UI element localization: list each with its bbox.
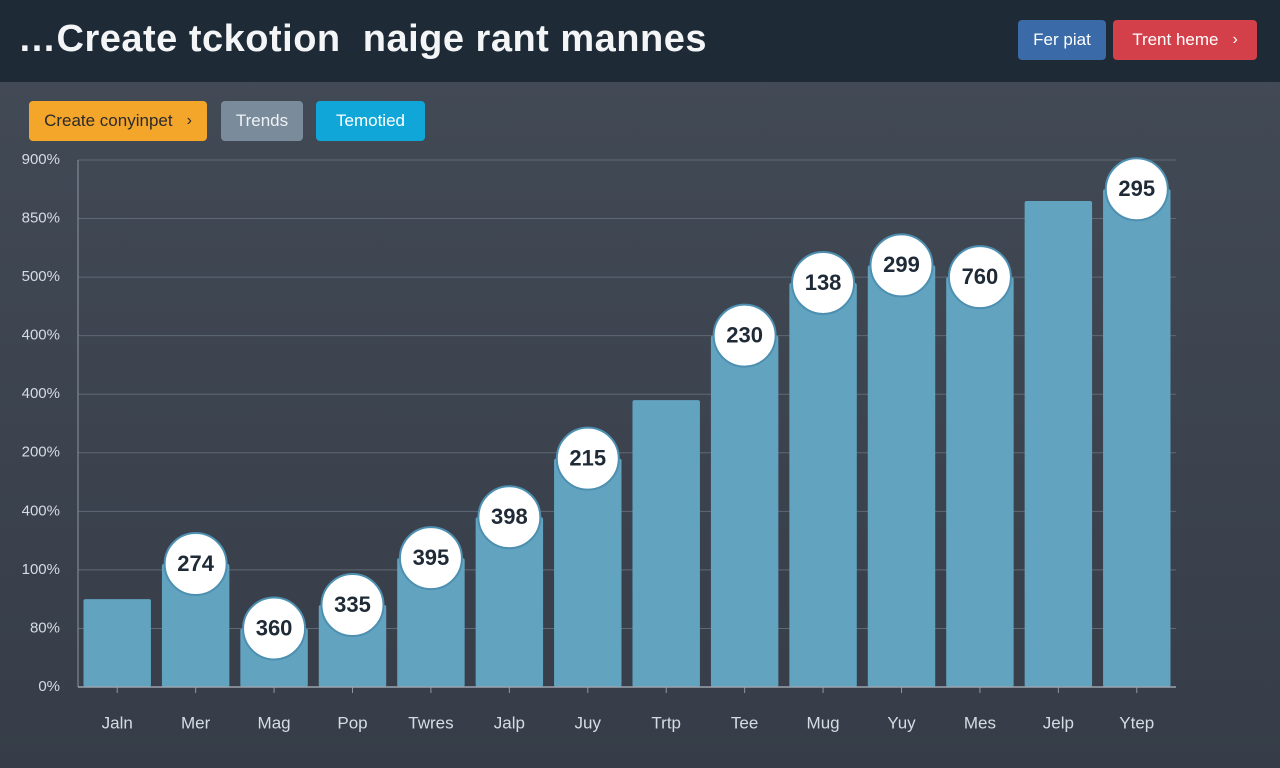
bar <box>554 458 622 687</box>
bubble-label: 398 <box>491 504 528 529</box>
button-label: Temotied <box>336 111 405 130</box>
bubble <box>242 596 307 661</box>
bubble-label: 274 <box>177 551 214 576</box>
x-tick-label: Tee <box>731 713 758 732</box>
bar <box>475 517 544 687</box>
bubble-label: 230 <box>726 322 763 347</box>
x-tick-label: Pop <box>337 713 367 732</box>
y-tick-label: 850% <box>22 210 60 227</box>
x-tick-label: Yuy <box>887 713 916 732</box>
button-label: Trends <box>235 111 289 130</box>
bar <box>946 277 1014 687</box>
bubble <box>712 303 777 368</box>
bubble-label: 138 <box>805 270 842 295</box>
bubble <box>398 526 463 591</box>
bubble-label: 395 <box>413 545 450 570</box>
header: …Create tckotion naige rant mannes Fer p… <box>0 0 1280 82</box>
bubble <box>1104 157 1169 222</box>
header-button[interactable]: Fer piat <box>1018 20 1106 60</box>
bubble <box>477 485 542 550</box>
x-tick-label: Twres <box>408 713 453 732</box>
y-tick-label: 400% <box>22 327 60 344</box>
bubble-label: 295 <box>1118 176 1155 201</box>
bubble-label: 299 <box>883 252 920 277</box>
x-tick-label: Mes <box>964 713 996 732</box>
bar <box>1103 189 1171 687</box>
x-tick-label: Jalp <box>494 713 525 732</box>
button-label: Trent heme <box>1132 30 1219 49</box>
y-tick-label: 900% <box>22 151 60 168</box>
bubble-label: 360 <box>256 615 293 640</box>
bar <box>1024 200 1093 687</box>
bubble-label: 760 <box>962 264 999 289</box>
toolbar-button[interactable]: Temotied <box>316 101 425 141</box>
x-tick-label: Juy <box>575 713 602 732</box>
bar <box>789 282 857 687</box>
bubble <box>947 245 1012 310</box>
bar <box>632 400 700 687</box>
x-tick-label: Jaln <box>102 713 133 732</box>
y-tick-label: 400% <box>22 502 60 519</box>
y-tick-label: 80% <box>30 619 60 636</box>
y-tick-label: 0% <box>38 678 60 695</box>
y-tick-label: 100% <box>22 561 60 578</box>
x-tick-label: Ytep <box>1119 713 1154 732</box>
y-tick-label: 400% <box>22 385 60 402</box>
page-title: …Create tckotion naige rant mannes <box>18 18 707 60</box>
x-tick-label: Trtp <box>651 713 681 732</box>
y-tick-label: 500% <box>22 268 60 285</box>
bar <box>83 599 151 687</box>
button-label: Create conyinpet <box>44 111 173 130</box>
bar <box>867 265 936 687</box>
bubble <box>163 532 228 597</box>
x-tick-label: Mer <box>181 713 211 732</box>
toolbar-button[interactable]: Trends <box>221 101 303 141</box>
bubble <box>869 233 934 298</box>
y-tick-label: 200% <box>22 444 60 461</box>
header-button[interactable]: Trent heme › <box>1113 20 1257 60</box>
chevron: › <box>1232 31 1238 48</box>
x-tick-label: Mag <box>258 713 291 732</box>
bubble-label: 215 <box>569 445 606 470</box>
bubble-label: 335 <box>334 592 371 617</box>
bar <box>397 558 465 687</box>
bubble <box>791 250 856 315</box>
bar <box>710 335 779 687</box>
button-label: Fer piat <box>1033 30 1091 49</box>
chevron: › <box>186 112 192 129</box>
x-tick-label: Jelp <box>1043 713 1074 732</box>
x-tick-label: Mug <box>807 713 840 732</box>
bubble <box>555 426 620 491</box>
bar <box>161 564 230 687</box>
toolbar-button[interactable]: Create conyinpet › <box>29 101 207 141</box>
bubble <box>320 573 385 638</box>
